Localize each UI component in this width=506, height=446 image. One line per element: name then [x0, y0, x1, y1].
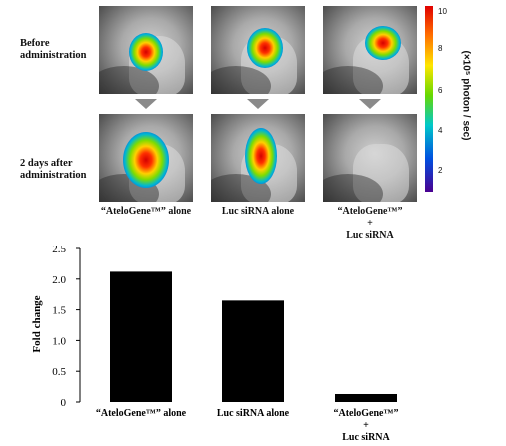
y-axis-label: Fold change — [31, 295, 43, 352]
bar — [335, 393, 397, 402]
image-after-atelogene-plus-luc — [323, 114, 417, 202]
colorbar-tick: 6 — [438, 86, 443, 95]
y-tick-label: 0 — [61, 397, 67, 409]
bar — [222, 300, 284, 402]
y-tick-label: 1.5 — [52, 305, 66, 317]
fold-change-bar-chart: Fold change 0 0.5 1.0 1.5 2.0 2.5 “AteloGene™… — [31, 246, 399, 443]
row-label-after: 2 days after administration — [20, 158, 87, 181]
y-tick-label: 2.0 — [52, 274, 66, 286]
x-category-label: Luc siRNA — [342, 432, 390, 443]
arrow-down-icon — [135, 99, 157, 109]
image-caption-luc-sirna-alone: Luc siRNA alone — [221, 206, 295, 217]
luminescence-signal — [365, 26, 401, 60]
arrow-down-icon — [359, 99, 381, 109]
colorbar-tick: 2 — [438, 166, 443, 175]
y-tick-label: 0.5 — [52, 366, 66, 378]
luminescence-signal — [247, 28, 283, 68]
image-before-atelogene-alone — [99, 6, 193, 94]
y-tick-label: 1.0 — [52, 335, 66, 347]
colorbar-unit-label: (×10⁵ photon / sec) — [460, 50, 472, 141]
colorbar-tick: 10 — [438, 7, 447, 16]
image-caption-atelogene-alone: “AteloGene™” alone — [100, 206, 192, 217]
image-before-atelogene-plus-luc — [323, 6, 417, 94]
x-category-label: Luc siRNA alone — [217, 408, 290, 419]
colorbar-tick: 4 — [438, 126, 443, 135]
colorbar-tick: 8 — [438, 44, 443, 53]
luminescence-signal — [129, 33, 163, 71]
image-after-atelogene-alone — [99, 114, 193, 202]
colorbar — [425, 6, 433, 192]
image-caption-atelogene-plus-luc: “AteloGene™” + Luc siRNA — [337, 206, 403, 241]
luminescence-signal — [245, 128, 277, 184]
bar — [110, 271, 172, 402]
x-category-label: + — [363, 420, 369, 431]
image-after-luc-sirna-alone — [211, 114, 305, 202]
image-before-luc-sirna-alone — [211, 6, 305, 94]
arrow-down-icon — [247, 99, 269, 109]
x-category-label: “AteloGene™” alone — [96, 408, 187, 419]
x-category-label: “AteloGene™” — [334, 408, 399, 419]
row-label-before: Before administration — [20, 38, 87, 61]
y-tick-label: 2.5 — [52, 246, 66, 255]
luminescence-signal — [123, 132, 169, 188]
